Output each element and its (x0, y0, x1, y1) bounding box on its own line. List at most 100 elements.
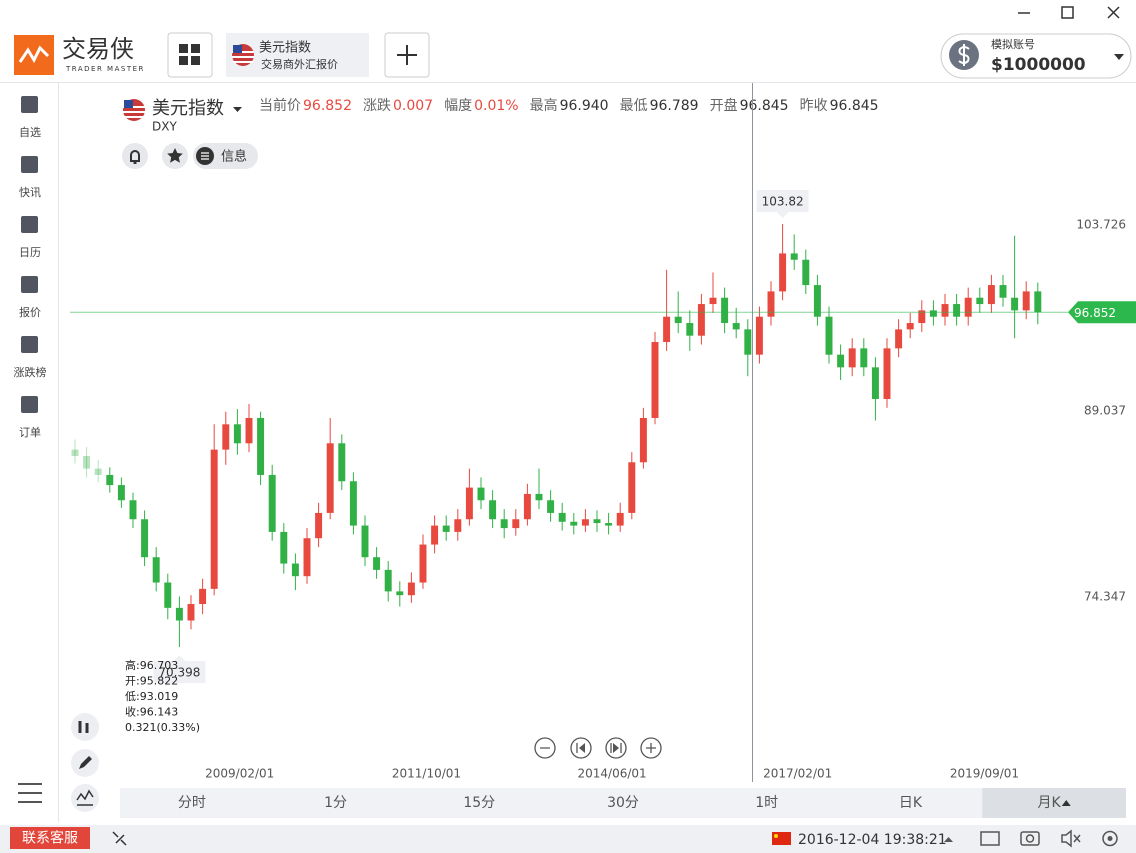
timeframe-active[interactable] (982, 788, 1126, 818)
candle-body (674, 316, 682, 324)
sidebar-icon[interactable] (21, 156, 38, 173)
candle-body (616, 512, 624, 526)
candle-body (871, 367, 879, 399)
sidebar-label[interactable]: 订单 (19, 426, 41, 439)
candle-body (175, 607, 183, 621)
sidebar-label[interactable]: 涨跌榜 (14, 365, 47, 379)
min-label-box (153, 655, 206, 684)
datetime-toggle[interactable] (944, 837, 953, 842)
candle-body (825, 316, 833, 355)
sidebar-label[interactable]: 快讯 (19, 186, 41, 199)
candle-body (500, 519, 508, 529)
quote-stats: 当前价 96.852 涨跌 0.007 幅度 0.01% 最高 96.940 最低 96.789 开… (259, 97, 879, 114)
sidebar-icon[interactable] (21, 276, 38, 293)
candle-body (906, 323, 914, 330)
timeframe-tab[interactable]: 分时 (178, 795, 206, 811)
candle-body (547, 500, 555, 513)
candle-body (628, 462, 636, 513)
screen-icon[interactable] (980, 831, 1000, 846)
candle-body (361, 525, 369, 558)
candle-body (1034, 291, 1042, 313)
sidebar-icon[interactable] (21, 216, 38, 233)
candle-body (222, 424, 230, 450)
camera-icon[interactable] (1020, 831, 1040, 846)
candle-body (141, 519, 149, 558)
candle-body (558, 512, 566, 522)
layout-button[interactable] (167, 32, 213, 78)
ohlc-tooltip: 收:96.143 (125, 705, 178, 719)
timeframe-tab[interactable]: 15分 (463, 795, 495, 811)
logo-text: 交易侠 (62, 35, 134, 63)
service-button[interactable] (10, 827, 90, 849)
timeframe-tab[interactable]: 1分 (324, 795, 347, 811)
candle-body (257, 417, 265, 475)
timeframe-bar (120, 788, 1126, 818)
stat-label: 涨跌 (363, 98, 391, 114)
candle-body (721, 297, 729, 324)
candle-chart: 74.347 89.037 103.726 2009/02/01 2011/10/01 2… (70, 190, 1136, 781)
candle-body (71, 449, 79, 456)
account-box[interactable] (940, 33, 1132, 79)
alert-button[interactable] (122, 143, 148, 169)
candle-body (106, 474, 114, 486)
candle-body (349, 481, 357, 526)
candle-body (767, 291, 775, 317)
stat-value: 0.01% (474, 98, 518, 114)
bell-icon (130, 150, 140, 164)
sidebar-label[interactable]: 自选 (19, 126, 41, 139)
candle-body (523, 493, 531, 520)
zoom-glyphs (540, 743, 656, 753)
stat-value: 96.845 (830, 98, 879, 114)
footer (0, 825, 1136, 853)
candle-body (651, 342, 659, 418)
candle-body (848, 348, 856, 368)
settings-icon[interactable] (1102, 830, 1118, 847)
candle-body (593, 519, 601, 524)
dollar-glyph (958, 44, 970, 66)
cn-flag (772, 832, 791, 845)
sidebar-label[interactable]: 日历 (19, 246, 41, 259)
sidebar-icon[interactable] (21, 336, 38, 353)
x-tick-label: 2017/02/01 (763, 767, 832, 781)
candle-body (129, 500, 137, 520)
stat-value: 0.007 (393, 98, 433, 114)
ohlc-tooltip: 开:95.822 (125, 675, 178, 688)
account-dropdown[interactable] (1114, 54, 1124, 60)
candle-body (152, 557, 160, 583)
indicator-button[interactable] (71, 713, 99, 741)
close[interactable] (1107, 6, 1120, 19)
menu-icon[interactable] (18, 783, 42, 803)
account-label: 模拟账号 (991, 37, 1035, 51)
candle-body (941, 304, 949, 317)
candle-body (837, 354, 845, 368)
symbol-name[interactable]: 美元指数 (152, 98, 224, 119)
candle-body (512, 519, 520, 529)
candle-body (779, 253, 787, 292)
timeframe-tab[interactable]: 日K (899, 795, 923, 811)
candle-body (326, 443, 334, 513)
timeframe-tab[interactable]: 1时 (755, 795, 778, 811)
candle-body (280, 531, 288, 564)
indicator-icon (78, 721, 89, 733)
candle-body (883, 348, 891, 399)
stat-label: 当前价 (259, 97, 301, 114)
stat-label: 昨收 (800, 98, 828, 114)
candle-body (790, 253, 798, 260)
stat-label: 最高 (530, 97, 558, 114)
sidebar-icon[interactable] (21, 396, 38, 413)
timeframe-tab[interactable]: 30分 (607, 795, 639, 811)
candle-body (535, 493, 543, 501)
logo-sub: TRADER MASTER (65, 65, 145, 73)
sidebar-icon[interactable] (21, 96, 38, 113)
symbol-dropdown[interactable] (233, 107, 242, 112)
candle-body (303, 538, 311, 577)
timeframe-tab[interactable]: 月K (1038, 795, 1062, 811)
candle-body (732, 323, 740, 330)
settings-center (1107, 836, 1113, 841)
connection-icon[interactable] (112, 831, 127, 846)
candle-body (164, 582, 172, 608)
mute-icon[interactable] (1061, 829, 1081, 848)
sidebar-label[interactable]: 报价 (19, 305, 41, 319)
maximize[interactable] (1061, 6, 1074, 19)
